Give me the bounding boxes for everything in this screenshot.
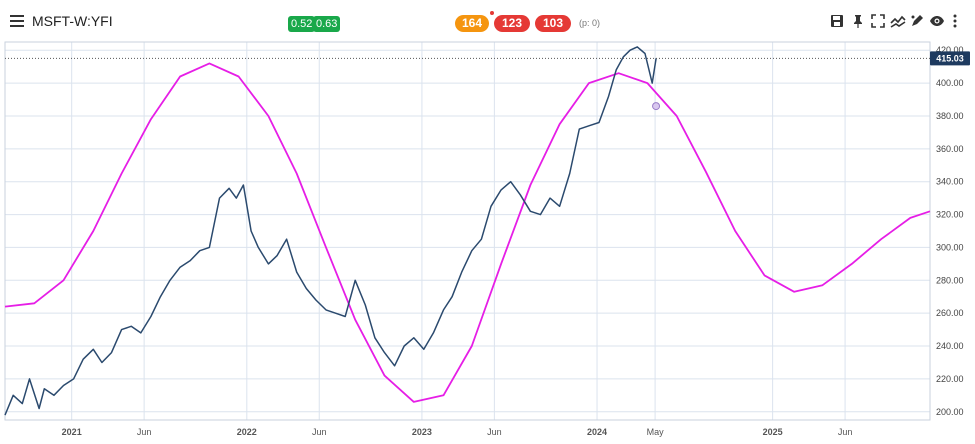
y-tick-label: 320.00 xyxy=(936,210,964,220)
p-label: (p: 0) xyxy=(579,18,601,28)
x-tick-label: Jun xyxy=(137,427,152,437)
x-tick-label: 2023 xyxy=(412,427,432,437)
y-tick-label: 360.00 xyxy=(936,144,964,154)
count-red-1[interactable]: 123 xyxy=(494,15,530,32)
visibility-icon[interactable] xyxy=(929,14,944,28)
badge-left: 0.52 xyxy=(288,16,316,32)
plot-frame xyxy=(4,41,931,421)
y-tick-label: 420.00 xyxy=(936,45,964,55)
x-tick-label: 2021 xyxy=(62,427,82,437)
y-tick-label: 220.00 xyxy=(936,374,964,384)
notification-dot xyxy=(490,11,494,15)
indicator-icon[interactable] xyxy=(890,14,906,28)
cycle-line xyxy=(4,62,931,403)
y-tick-label: 340.00 xyxy=(936,177,964,187)
fullscreen-icon[interactable] xyxy=(871,14,885,28)
save-icon[interactable] xyxy=(830,14,844,28)
y-axis: 200.00 220.00 240.00 260.00 280.00 300.00 320.… xyxy=(936,45,964,417)
draw-icon[interactable] xyxy=(910,14,924,28)
x-tick-label: Jun xyxy=(312,427,327,437)
y-tick-label: 240.00 xyxy=(936,341,964,351)
y-tick-label: 260.00 xyxy=(936,308,964,318)
chart-grid xyxy=(5,42,930,420)
x-axis: 2021 Jun 2022 Jun 2023 Jun 2024 May 2025 Jun xyxy=(62,427,853,437)
count-orange[interactable]: 164 xyxy=(455,15,489,32)
price-tag-label: 415.03 xyxy=(936,53,964,63)
pin-icon[interactable] xyxy=(851,14,865,28)
price-line xyxy=(4,46,657,416)
chart-toolbar: MSFT-W:YFI 0.52 0.63 164 123 103 (p: 0) xyxy=(0,0,975,42)
last-price-tag: 415.03 xyxy=(930,51,970,66)
x-tick-label: Jun xyxy=(838,427,853,437)
symbol-label[interactable]: MSFT-W:YFI xyxy=(32,13,113,29)
y-tick-label: 380.00 xyxy=(936,111,964,121)
badge-right: 0.63 xyxy=(313,16,341,32)
y-tick-label: 300.00 xyxy=(936,242,964,252)
y-tick-label: 200.00 xyxy=(936,407,964,417)
y-tick-label: 400.00 xyxy=(936,78,964,88)
count-red-2[interactable]: 103 xyxy=(535,15,571,32)
cycle-marker xyxy=(652,102,661,111)
more-icon[interactable] xyxy=(952,14,960,28)
x-tick-label: May xyxy=(647,427,665,437)
x-tick-label: 2022 xyxy=(237,427,257,437)
cycle-marker-point xyxy=(652,102,661,111)
price-tag-box xyxy=(930,51,970,66)
cycle-series xyxy=(4,62,931,403)
x-tick-label: 2025 xyxy=(763,427,783,437)
y-tick-label: 280.00 xyxy=(936,275,964,285)
menu-icon[interactable] xyxy=(10,15,24,27)
x-tick-label: 2024 xyxy=(587,427,607,437)
price-series xyxy=(4,46,657,416)
x-tick-label: Jun xyxy=(487,427,502,437)
